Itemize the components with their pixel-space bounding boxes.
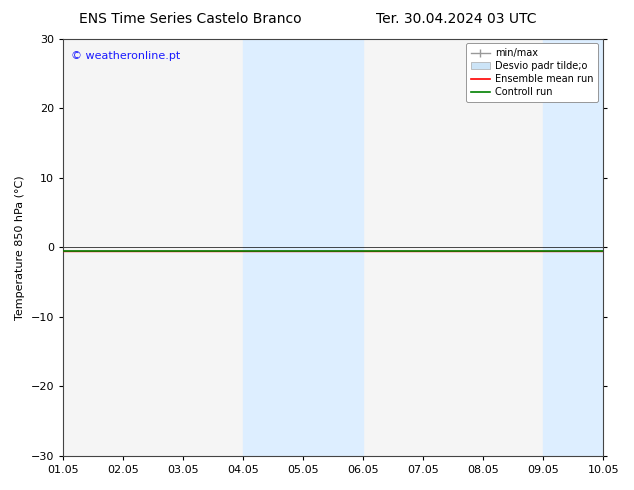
Text: ENS Time Series Castelo Branco: ENS Time Series Castelo Branco: [79, 12, 302, 26]
Text: © weatheronline.pt: © weatheronline.pt: [71, 51, 181, 61]
Y-axis label: Temperature 850 hPa (°C): Temperature 850 hPa (°C): [15, 175, 25, 319]
Bar: [543, 39, 603, 456]
Text: Ter. 30.04.2024 03 UTC: Ter. 30.04.2024 03 UTC: [376, 12, 537, 26]
Bar: [243, 39, 363, 456]
Legend: min/max, Desvio padr tilde;o, Ensemble mean run, Controll run: min/max, Desvio padr tilde;o, Ensemble m…: [466, 44, 598, 102]
